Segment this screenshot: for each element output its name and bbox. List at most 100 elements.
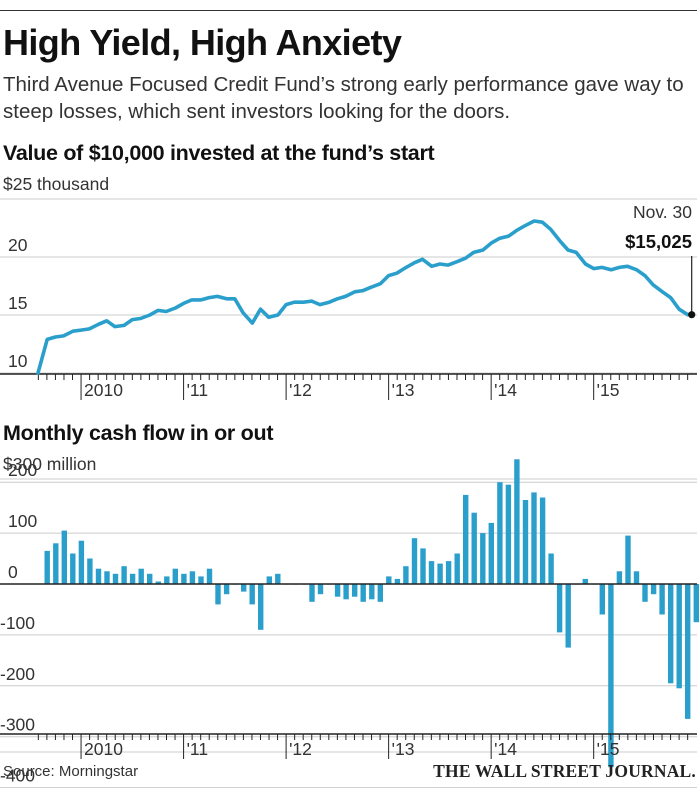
cashflow-bar [668,584,674,684]
cashflow-bar [369,584,375,600]
cashflow-bar [95,568,102,584]
cashflow-bar [87,558,93,584]
cashflow-bar [147,573,153,584]
cashflow-bar [189,571,196,584]
cashflow-bar [505,484,512,584]
cashflow-bar [642,584,648,602]
cashflow-bar [241,584,247,592]
cashflow-bar [129,573,136,584]
cashflow-bar [275,573,281,584]
cashflow-bar [44,550,50,584]
cashflow-bar [78,540,85,584]
cashflow-bar-chart: -400 -300 -200 -100 0 100 200 2010 '11 '12 '13 '14 '… [0,459,699,788]
cashflow-bar [565,584,571,648]
y-tick-label: 100 [8,511,37,531]
cashflow-bar [685,584,691,719]
cashflow-bar [514,459,520,584]
cashflow-bar [112,573,119,584]
cashflow-bar [386,576,392,584]
cashflow-bar [198,576,204,584]
cashflow-bar [172,568,178,584]
cashflow-bar [676,584,682,689]
cashflow-bar [548,553,554,584]
cashflow-bar [155,581,161,584]
cashflow-bar [309,584,315,602]
cashflow-bar [497,482,503,584]
x-tick-label: '15 [597,739,620,759]
cashflow-bar [411,538,418,584]
cashflow-bar [334,584,341,597]
cashflow-bar [488,522,494,584]
cashflow-bar [394,578,401,584]
publisher-masthead: THE WALL STREET JOURNAL. [433,761,696,781]
annotation-date: Nov. 30 [633,202,692,222]
cashflow-bar [437,563,443,584]
x-tick-label: '11 [187,739,209,759]
cashflow-bar [616,571,623,584]
cashflow-chart-title: Monthly cash flow in or out [3,421,274,445]
cashflow-bar [343,584,349,600]
cashflow-chart-unit: $300 million [3,454,97,474]
cashflow-bar [420,548,426,584]
cashflow-bar [445,561,452,584]
value-series-line [36,219,690,375]
annotation-value: $15,025 [625,231,692,252]
cashflow-bar [317,584,324,595]
top-rule [0,10,697,11]
cashflow-bar [693,584,699,623]
x-tick-label: '12 [289,380,312,400]
cashflow-bar [223,584,230,595]
cashflow-bar [249,584,255,605]
cashflow-bar [522,500,529,584]
y-tick-label: 0 [8,562,18,582]
x-tick-label: '15 [597,380,620,400]
cashflow-bar [164,576,170,584]
cashflow-bar [556,584,563,633]
cashflow-bar [625,535,631,584]
x-tick-label: '14 [494,380,517,400]
cashflow-bar [360,584,366,602]
cashflow-bar [428,561,435,584]
cashflow-bar [70,553,76,584]
cashflow-bar [181,573,187,584]
cashflow-bar [266,576,272,584]
end-point-marker [688,311,696,319]
x-tick-label: '13 [392,380,415,400]
y-tick-label: -300 [0,715,35,735]
cashflow-bar [599,584,605,615]
y-tick-label: -400 [0,766,35,786]
cashflow-bar [61,530,67,584]
cashflow-bar [352,584,358,597]
cashflow-bar [403,566,409,584]
x-tick-label: '13 [392,739,415,759]
cashflow-bar [582,578,588,584]
value-line-chart: 10 15 20 2010 '11 '12 '13 '14 '15 Nov. 30 $15,025 [0,198,697,400]
y-tick-label: -200 [0,664,35,684]
cashflow-bar [121,566,127,584]
cashflow-bar [53,543,59,584]
page-title: High Yield, High Anxiety [3,22,402,63]
cashflow-bar [633,571,640,584]
y-tick-label: -100 [0,613,35,633]
cashflow-bar [608,584,614,768]
x-tick-label: '11 [187,380,209,400]
cashflow-bar [531,492,537,584]
cashflow-bar [258,584,264,630]
value-chart-unit: $25 thousand [3,174,110,194]
cashflow-bar [215,584,221,605]
x-tick-label: 2010 [84,380,123,400]
cashflow-bar [206,568,213,584]
y-tick-label: 15 [8,293,27,313]
y-tick-label: 200 [8,460,37,480]
source-note: Source: Morningstar [3,763,139,780]
cashflow-bar [138,568,144,584]
cashflow-bar [454,553,460,584]
cashflow-bar [659,584,665,615]
value-chart-title: Value of $10,000 invested at the fund’s … [3,141,435,165]
cashflow-bar [539,497,546,584]
x-tick-label: 2010 [84,739,123,759]
x-tick-label: '14 [494,739,517,759]
page-subtitle: Third Avenue Focused Credit Fund’s stron… [3,73,684,123]
cashflow-bar [650,584,657,595]
y-tick-label: 10 [8,351,28,371]
